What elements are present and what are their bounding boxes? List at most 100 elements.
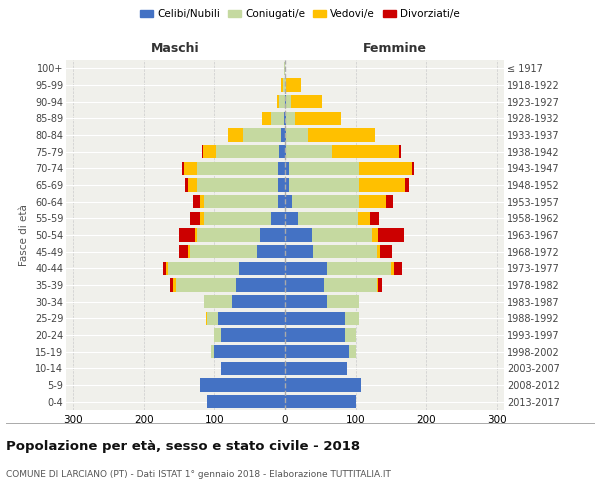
Bar [214, 345, 285, 358]
Bar [179, 245, 188, 258]
Bar [280, 95, 285, 108]
Bar [285, 128, 286, 141]
Bar [278, 178, 285, 192]
Bar [188, 245, 190, 258]
Bar [286, 112, 295, 125]
Bar [312, 228, 372, 241]
Bar [284, 112, 285, 125]
Bar [286, 145, 332, 158]
Bar [271, 212, 285, 225]
Bar [197, 178, 278, 192]
Bar [285, 295, 328, 308]
Bar [236, 278, 285, 291]
Bar [358, 212, 370, 225]
Bar [359, 195, 386, 208]
Bar [271, 112, 284, 125]
Bar [285, 228, 312, 241]
Bar [285, 78, 286, 92]
Bar [218, 312, 285, 325]
Bar [290, 95, 322, 108]
Bar [286, 95, 290, 108]
Bar [292, 195, 359, 208]
Bar [286, 78, 301, 92]
Bar [204, 195, 278, 208]
Bar [285, 328, 345, 342]
Bar [169, 262, 239, 275]
Y-axis label: Fasce di età: Fasce di età [19, 204, 29, 266]
Bar [200, 378, 285, 392]
Bar [281, 78, 283, 92]
Bar [278, 162, 285, 175]
Bar [182, 162, 184, 175]
Bar [200, 212, 204, 225]
Bar [206, 312, 207, 325]
Bar [277, 95, 280, 108]
Bar [285, 262, 328, 275]
Bar [289, 178, 359, 192]
Bar [281, 128, 285, 141]
Bar [285, 362, 347, 375]
Bar [197, 228, 260, 241]
Bar [204, 212, 271, 225]
Bar [260, 228, 285, 241]
Bar [179, 228, 194, 241]
Bar [285, 95, 286, 108]
Bar [394, 262, 402, 275]
Bar [221, 362, 285, 375]
Bar [380, 245, 392, 258]
Bar [285, 178, 289, 192]
Bar [349, 345, 356, 358]
Bar [285, 395, 356, 408]
Bar [285, 378, 361, 392]
Bar [214, 328, 221, 342]
Bar [412, 162, 414, 175]
Bar [242, 128, 281, 141]
Bar [377, 228, 404, 241]
Bar [285, 162, 289, 175]
Bar [372, 228, 377, 241]
Bar [391, 262, 394, 275]
Bar [204, 295, 232, 308]
Bar [295, 112, 341, 125]
Bar [211, 345, 214, 358]
Bar [173, 278, 176, 291]
Bar [285, 245, 313, 258]
Bar [377, 278, 378, 291]
Bar [400, 145, 401, 158]
Bar [298, 212, 358, 225]
Bar [194, 228, 197, 241]
Bar [239, 262, 285, 275]
Bar [332, 145, 400, 158]
Bar [163, 262, 166, 275]
Bar [285, 345, 349, 358]
Bar [345, 312, 359, 325]
Bar [359, 178, 405, 192]
Bar [185, 178, 188, 192]
Bar [285, 195, 292, 208]
Bar [284, 62, 285, 75]
Bar [289, 162, 359, 175]
Bar [286, 128, 308, 141]
Bar [328, 262, 391, 275]
Bar [221, 328, 285, 342]
Bar [207, 312, 218, 325]
Bar [207, 395, 285, 408]
Bar [377, 245, 380, 258]
Bar [257, 245, 285, 258]
Bar [328, 295, 359, 308]
Bar [190, 245, 257, 258]
Bar [166, 262, 169, 275]
Bar [262, 112, 271, 125]
Bar [200, 195, 204, 208]
Legend: Celibi/Nubili, Coniugati/e, Vedovi/e, Divorziati/e: Celibi/Nubili, Coniugati/e, Vedovi/e, Di… [136, 5, 464, 24]
Bar [190, 212, 200, 225]
Bar [202, 145, 203, 158]
Bar [345, 328, 356, 342]
Bar [370, 212, 379, 225]
Bar [229, 128, 242, 141]
Bar [378, 278, 382, 291]
Text: Femmine: Femmine [362, 42, 427, 55]
Bar [232, 295, 285, 308]
Bar [170, 278, 173, 291]
Bar [188, 178, 197, 192]
